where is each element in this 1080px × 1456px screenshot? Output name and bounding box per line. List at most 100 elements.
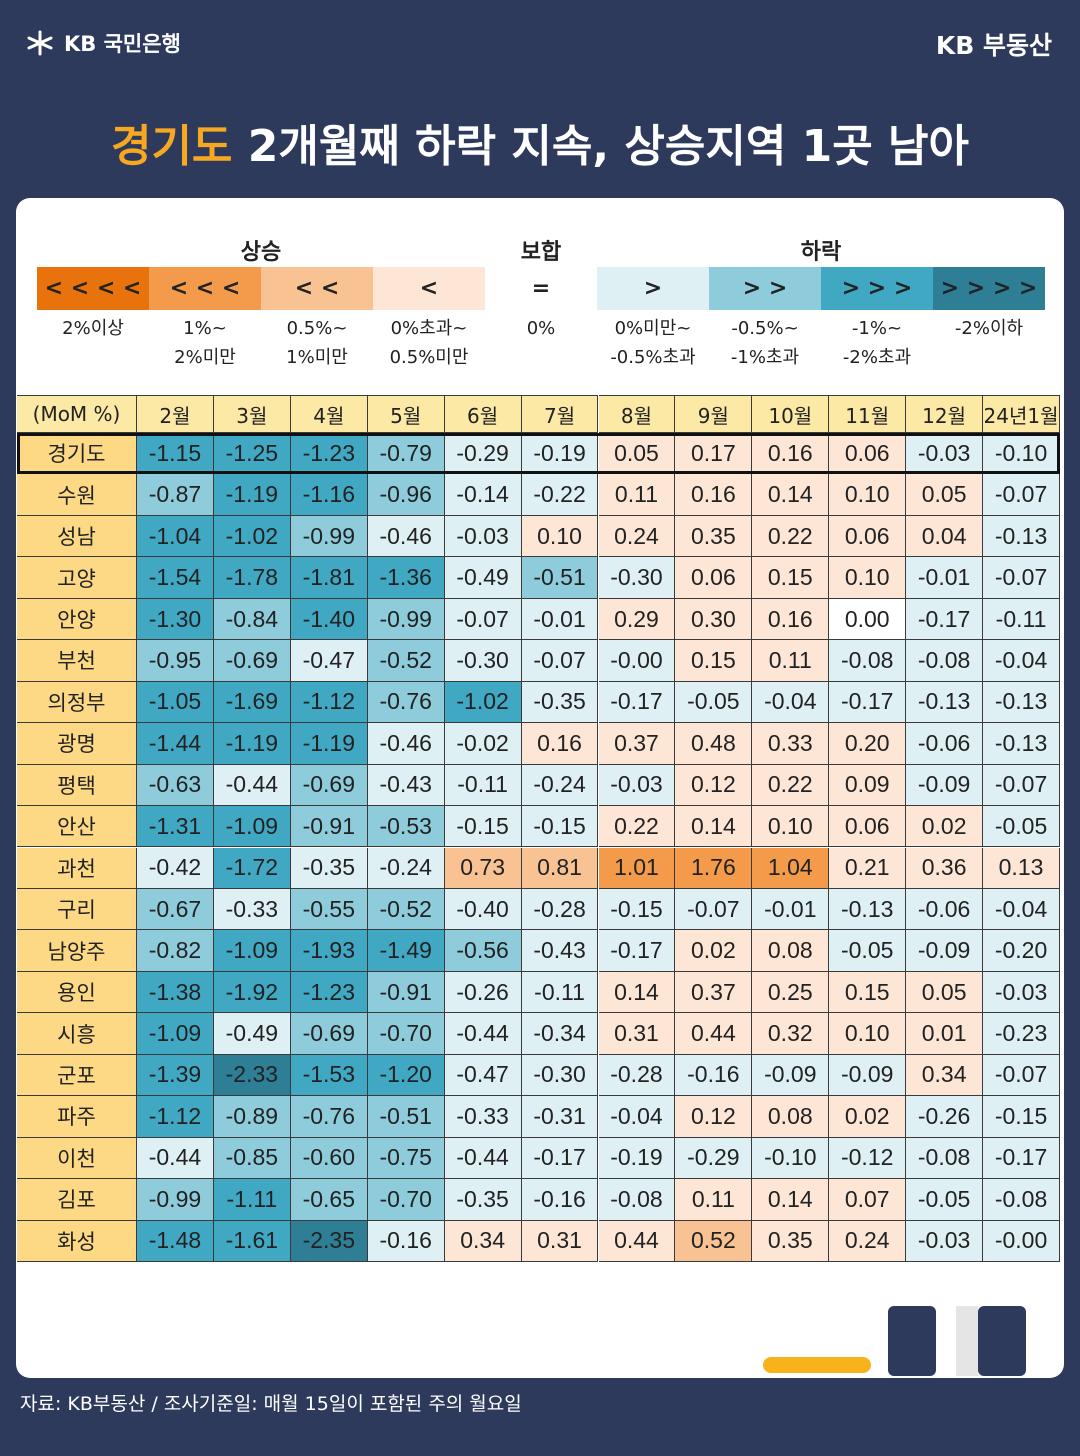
value-cell: -0.26 <box>906 1096 984 1138</box>
value-cell: 0.06 <box>829 806 907 848</box>
value-cell: 0.13 <box>983 847 1060 889</box>
legend-label: -0.5%~ -1%초과 <box>709 314 821 372</box>
region: 시흥 <box>17 1013 137 1055</box>
value-cell: -1.09 <box>137 1013 214 1055</box>
legend-label-line: -1%~ <box>851 318 903 339</box>
value-cell: -0.09 <box>906 930 984 972</box>
value-cell: -0.44 <box>444 1137 522 1180</box>
value-cell: -1.23 <box>290 433 368 475</box>
region: 군포 <box>17 1054 137 1097</box>
value-cell: -0.16 <box>367 1220 445 1262</box>
legend-label-line: -0.5%초과 <box>610 347 696 368</box>
value-cell: -0.69 <box>290 764 368 807</box>
legend-swatch: < < < <box>149 267 261 310</box>
column-header: 10월 <box>752 395 830 433</box>
value-cell: 0.22 <box>598 806 676 848</box>
value-cell: -0.49 <box>213 1013 291 1055</box>
value-cell: 0.31 <box>598 1013 676 1055</box>
value-cell: 0.21 <box>829 847 907 889</box>
value-cell: -0.85 <box>213 1137 291 1180</box>
region: 안산 <box>17 806 137 848</box>
value-cell: -0.03 <box>444 515 522 558</box>
region: 과천 <box>17 847 137 889</box>
value-cell: -0.03 <box>906 1220 984 1262</box>
value-cell: 0.15 <box>829 971 907 1014</box>
value-cell: -0.47 <box>290 640 368 682</box>
value-cell: 1.01 <box>598 847 676 889</box>
value-cell: 0.04 <box>906 515 984 558</box>
value-cell: -0.16 <box>675 1054 753 1097</box>
column-header: 8월 <box>598 395 676 433</box>
value-cell: -1.23 <box>290 971 368 1014</box>
value-cell: -1.12 <box>137 1096 214 1138</box>
value-cell: 0.10 <box>829 474 907 516</box>
value-cell: 0.07 <box>829 1179 907 1221</box>
value-cell: -0.03 <box>983 971 1060 1014</box>
value-cell: 0.14 <box>752 1179 830 1221</box>
value-cell: 0.08 <box>752 930 830 972</box>
value-cell: 0.35 <box>752 1220 830 1262</box>
value-cell: 0.11 <box>675 1179 753 1221</box>
value-cell: -0.14 <box>444 474 522 516</box>
value-cell: -0.70 <box>367 1013 445 1055</box>
legend-label-line: -2%초과 <box>842 347 912 368</box>
legend-swatch: < < <box>261 267 373 310</box>
value-cell: -1.61 <box>213 1220 291 1262</box>
value-cell: -0.08 <box>598 1179 676 1221</box>
region: 수원 <box>17 474 137 516</box>
value-cell: -0.05 <box>675 681 753 724</box>
value-cell: 0.34 <box>906 1054 984 1097</box>
legend-label: 0%미만~ -0.5%초과 <box>597 314 709 372</box>
value-cell: 0.12 <box>675 1096 753 1138</box>
value-cell: -0.30 <box>521 1054 599 1097</box>
value-cell: -0.17 <box>829 681 907 724</box>
column-header: 12월 <box>906 395 984 433</box>
value-cell: -1.78 <box>213 557 291 599</box>
legend-group: 상승 <box>240 240 282 265</box>
value-cell: -0.79 <box>367 433 445 475</box>
legend-group: 보합 <box>520 240 562 265</box>
value-cell: -0.13 <box>983 515 1060 558</box>
region: 화성 <box>17 1220 137 1262</box>
value-cell: -0.87 <box>137 474 214 516</box>
value-cell: -0.02 <box>444 723 522 765</box>
value-cell: 0.16 <box>675 474 753 516</box>
legend-label-line: 0% <box>526 318 556 339</box>
value-cell: -0.35 <box>444 1179 522 1221</box>
column-header: 11월 <box>829 395 907 433</box>
value-cell: 0.16 <box>752 598 830 641</box>
region: 의정부 <box>17 681 137 724</box>
value-cell: -0.24 <box>521 764 599 807</box>
value-cell: -0.07 <box>983 557 1060 599</box>
value-cell: 0.81 <box>521 847 599 889</box>
value-cell: -0.29 <box>444 433 522 475</box>
value-cell: -0.00 <box>598 640 676 682</box>
region: 파주 <box>17 1096 137 1138</box>
legend-label: -2%이하 <box>933 314 1045 343</box>
value-cell: -0.51 <box>521 557 599 599</box>
value-cell: -0.84 <box>213 598 291 641</box>
decor-block <box>956 1306 978 1376</box>
region: 광명 <box>17 723 137 765</box>
value-cell: -0.09 <box>829 1054 907 1097</box>
value-cell: -0.23 <box>983 1013 1060 1055</box>
legend-swatch: > > <box>709 267 821 310</box>
value-cell: -1.20 <box>367 1054 445 1097</box>
value-cell: -0.67 <box>137 888 214 931</box>
value-cell: 0.00 <box>829 598 907 641</box>
value-cell: -0.28 <box>598 1054 676 1097</box>
logo-icon <box>27 30 53 56</box>
value-cell: 0.14 <box>675 806 753 848</box>
value-cell: -0.08 <box>829 640 907 682</box>
value-cell: -1.04 <box>137 515 214 558</box>
region: 평택 <box>17 764 137 807</box>
value-cell: -0.46 <box>367 723 445 765</box>
value-cell: -0.43 <box>367 764 445 807</box>
value-cell: -1.38 <box>137 971 214 1014</box>
legend-label-line: -1%초과 <box>730 347 800 368</box>
value-cell: -0.09 <box>752 1054 830 1097</box>
legend-swatch: > > > > <box>933 267 1045 310</box>
value-cell: -0.99 <box>367 598 445 641</box>
value-cell: -0.96 <box>367 474 445 516</box>
value-cell: 0.24 <box>829 1220 907 1262</box>
